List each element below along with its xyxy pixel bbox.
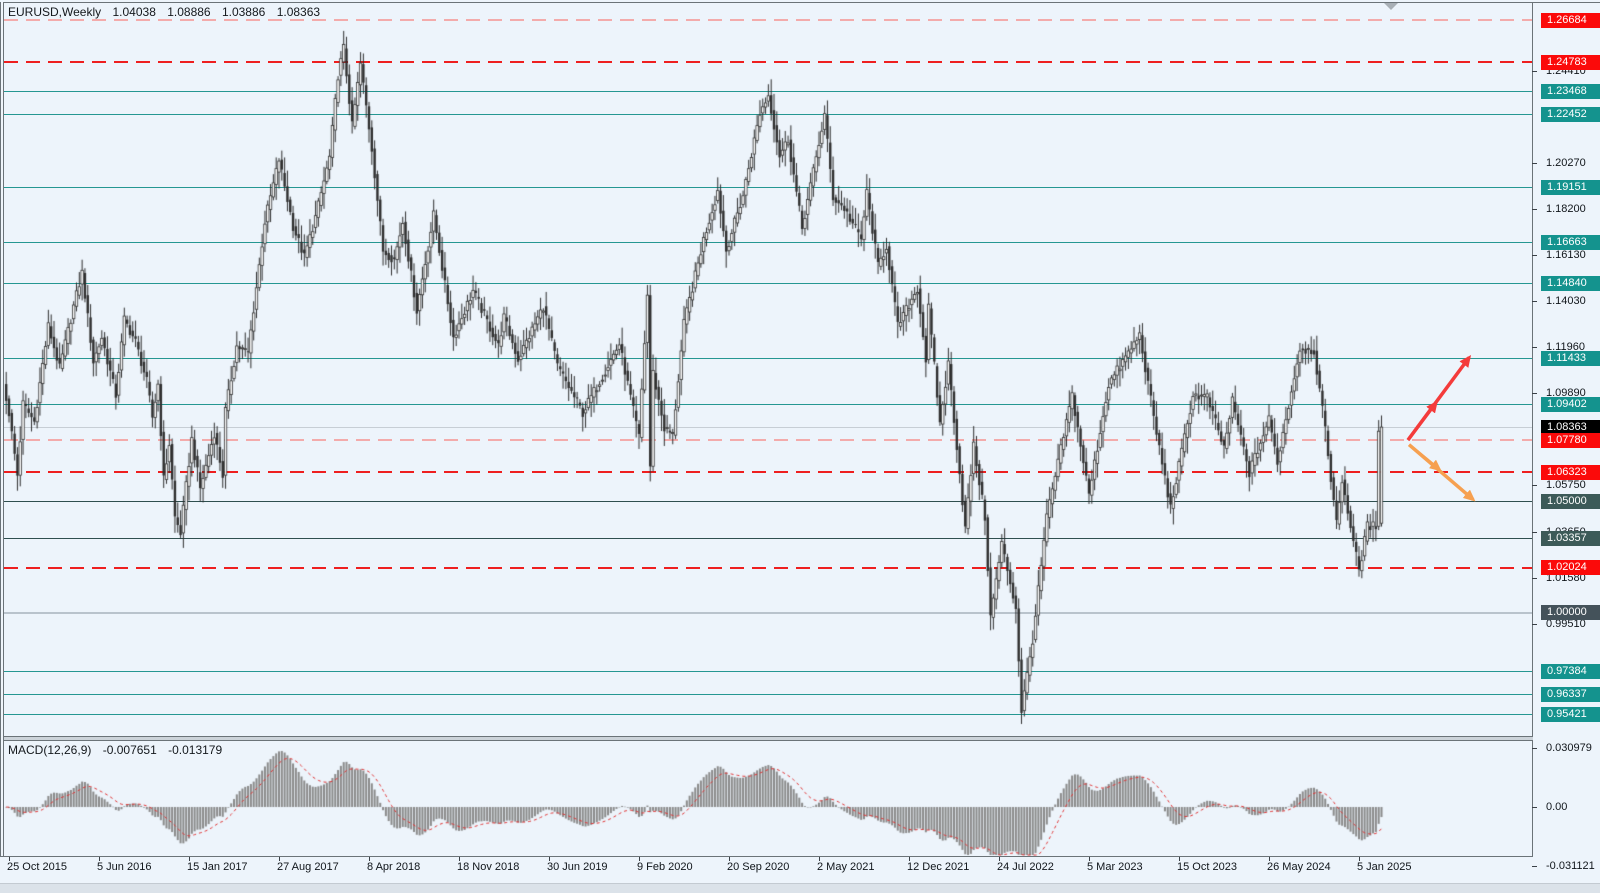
price-tick-1.16130: 1.16130 — [1546, 248, 1586, 261]
macd-tickmark-0.00 — [1532, 807, 1537, 808]
chart-plot-canvas[interactable] — [4, 2, 1532, 857]
date-label-6: 30 Jun 2019 — [547, 861, 608, 873]
date-label-2: 15 Jan 2017 — [187, 861, 248, 873]
date-tickmark-3 — [279, 857, 280, 861]
price-tick-1.05750: 1.05750 — [1546, 479, 1586, 492]
date-label-12: 5 Mar 2023 — [1087, 861, 1143, 873]
low-value: 1.03886 — [221, 5, 266, 19]
price-tick-1.14030: 1.14030 — [1546, 295, 1586, 308]
price-label-1.08363: 1.08363 — [1541, 419, 1600, 435]
price-tickmark-1.16130 — [1532, 254, 1537, 256]
price-tick-1.18200: 1.18200 — [1546, 202, 1586, 215]
date-label-13: 15 Oct 2023 — [1177, 861, 1237, 873]
price-label-1.26684: 1.26684 — [1541, 12, 1600, 28]
price-tickmark-1.18200 — [1532, 208, 1537, 210]
price-label-1.00000: 1.00000 — [1541, 605, 1600, 621]
macd-tick-0.00: 0.00 — [1546, 801, 1568, 813]
date-label-4: 8 Apr 2018 — [367, 861, 421, 873]
date-tickmark-2 — [189, 857, 190, 861]
price-label-1.16663: 1.16663 — [1541, 235, 1600, 251]
price-label-1.02024: 1.02024 — [1541, 560, 1600, 576]
price-label-1.23468: 1.23468 — [1541, 83, 1600, 99]
date-label-3: 27 Aug 2017 — [277, 861, 339, 873]
price-tickmark-0.99510 — [1532, 623, 1537, 625]
price-label-1.14840: 1.14840 — [1541, 275, 1600, 291]
date-label-7: 9 Feb 2020 — [637, 861, 693, 873]
macd-tick--0.031121: -0.031121 — [1546, 860, 1595, 873]
date-tickmark-6 — [549, 857, 550, 861]
macd-tickmark-0.030979 — [1532, 748, 1537, 750]
price-tickmark-1.05750 — [1532, 485, 1537, 487]
symbol-period-label: EURUSD,Weekly — [8, 5, 102, 19]
date-label-0: 25 Oct 2015 — [7, 861, 67, 873]
price-tickmark-1.24410 — [1532, 70, 1537, 72]
macd-tick-0.030979: 0.030979 — [1546, 742, 1592, 755]
chart-shift-marker-icon[interactable] — [1384, 3, 1398, 10]
window-left-edge — [0, 2, 4, 856]
price-label-1.22452: 1.22452 — [1541, 106, 1600, 122]
price-tickmark-1.14030 — [1532, 301, 1537, 303]
close-value: 1.08363 — [276, 5, 321, 19]
price-tickmark-1.09890 — [1532, 393, 1537, 395]
price-tickmark-1.01580 — [1532, 577, 1537, 579]
date-label-15: 5 Jan 2025 — [1357, 861, 1412, 873]
price-label-1.09402: 1.09402 — [1541, 396, 1600, 412]
date-tickmark-1 — [99, 857, 100, 861]
price-tickmark-1.11960 — [1532, 347, 1537, 349]
date-tickmark-8 — [729, 857, 730, 861]
date-label-8: 20 Sep 2020 — [727, 861, 790, 873]
price-tickmark-1.03650 — [1532, 531, 1537, 533]
macd-signal-value: -0.013179 — [168, 743, 223, 757]
high-value: 1.08886 — [167, 5, 211, 19]
date-label-10: 12 Dec 2021 — [907, 861, 970, 873]
date-tickmark-4 — [369, 857, 370, 861]
top-border — [0, 2, 1600, 3]
symbol-ohlc-title: EURUSD,Weekly 1.04038 1.08886 1.03886 1.… — [8, 5, 328, 19]
price-label-1.06323: 1.06323 — [1541, 464, 1600, 480]
date-label-5: 18 Nov 2018 — [457, 861, 520, 873]
date-tickmark-0 — [9, 857, 10, 861]
date-tickmark-5 — [459, 857, 460, 861]
macd-tickmark--0.031121 — [1532, 866, 1537, 868]
date-tickmark-7 — [639, 857, 640, 861]
date-tickmark-13 — [1179, 857, 1180, 861]
price-tick-0.99510: 0.99510 — [1546, 617, 1586, 630]
price-label-0.95421: 0.95421 — [1541, 707, 1600, 723]
bottom-border — [0, 856, 1533, 857]
price-label-1.24783: 1.24783 — [1541, 54, 1600, 70]
price-label-1.11433: 1.11433 — [1541, 351, 1600, 367]
macd-value: -0.007651 — [102, 743, 157, 757]
price-label-1.07780: 1.07780 — [1541, 432, 1600, 448]
price-tick-1.20270: 1.20270 — [1546, 156, 1586, 169]
date-tickmark-12 — [1089, 857, 1090, 861]
macd-indicator-title: MACD(12,26,9) -0.007651 -0.013179 — [8, 743, 230, 757]
price-tickmark-1.20270 — [1532, 162, 1537, 164]
date-tickmark-15 — [1359, 857, 1360, 861]
price-label-1.05000: 1.05000 — [1541, 494, 1600, 510]
price-tick-1.11960: 1.11960 — [1546, 341, 1585, 354]
open-value: 1.04038 — [112, 5, 156, 19]
price-label-0.97384: 0.97384 — [1541, 663, 1600, 679]
price-label-0.96337: 0.96337 — [1541, 686, 1600, 702]
price-label-1.19151: 1.19151 — [1541, 179, 1600, 195]
price-label-1.03357: 1.03357 — [1541, 530, 1600, 546]
date-tickmark-14 — [1269, 857, 1270, 861]
macd-label: MACD(12,26,9) — [8, 743, 92, 757]
date-tickmark-9 — [819, 857, 820, 861]
date-label-14: 26 May 2024 — [1267, 861, 1331, 873]
date-tickmark-10 — [909, 857, 910, 861]
pane-separator[interactable] — [0, 736, 1533, 741]
date-label-9: 2 May 2021 — [817, 861, 875, 873]
price-tick-1.09890: 1.09890 — [1546, 387, 1586, 400]
bottom-band — [0, 883, 1600, 893]
date-label-1: 5 Jun 2016 — [97, 861, 152, 873]
date-label-11: 24 Jul 2022 — [997, 861, 1054, 873]
date-tickmark-11 — [999, 857, 1000, 861]
price-axis-border — [1532, 2, 1533, 856]
